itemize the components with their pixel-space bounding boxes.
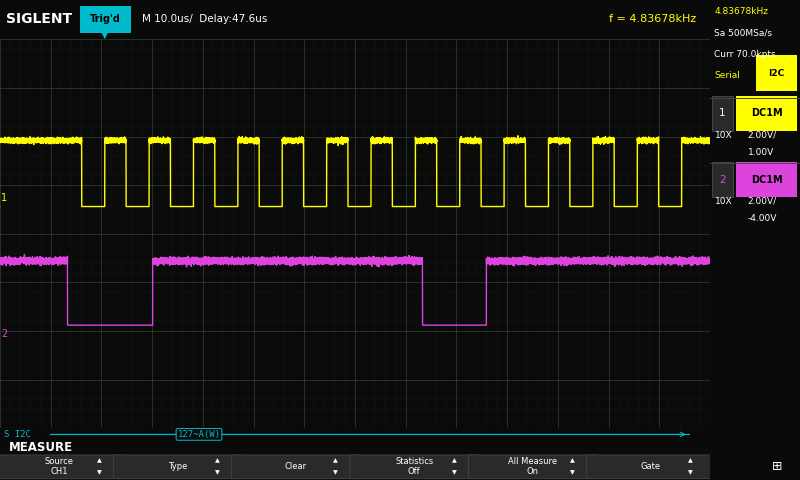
Text: Type: Type [168, 462, 187, 471]
FancyBboxPatch shape [712, 96, 734, 131]
Text: Sa 500MSa/s: Sa 500MSa/s [714, 29, 773, 38]
Text: 10X: 10X [714, 197, 732, 206]
Text: 1.00V: 1.00V [748, 148, 774, 157]
Text: Statistics
Off: Statistics Off [395, 457, 434, 477]
Text: All Measure
On: All Measure On [508, 457, 557, 477]
Text: Source
CH1: Source CH1 [45, 457, 74, 477]
FancyBboxPatch shape [586, 455, 715, 479]
Text: ▲: ▲ [334, 458, 338, 464]
Text: 1: 1 [719, 108, 726, 118]
FancyBboxPatch shape [114, 455, 242, 479]
Text: 2.00V/: 2.00V/ [748, 131, 777, 140]
Text: Serial: Serial [714, 71, 740, 80]
Text: ▲: ▲ [97, 458, 102, 464]
FancyBboxPatch shape [79, 6, 130, 34]
Text: I2C: I2C [769, 69, 785, 78]
Text: M 10.0us/  Delay:47.6us: M 10.0us/ Delay:47.6us [142, 14, 267, 24]
FancyBboxPatch shape [468, 455, 597, 479]
Text: ▼: ▼ [570, 470, 575, 475]
Text: ▲: ▲ [688, 458, 693, 464]
FancyBboxPatch shape [756, 55, 798, 91]
Text: DC1M: DC1M [751, 108, 782, 118]
Text: ▼: ▼ [97, 470, 102, 475]
FancyBboxPatch shape [0, 455, 123, 479]
Text: ▼: ▼ [215, 470, 220, 475]
Text: ▲: ▲ [215, 458, 220, 464]
Text: Gate: Gate [641, 462, 661, 471]
Text: ▼: ▼ [452, 470, 457, 475]
FancyBboxPatch shape [232, 455, 360, 479]
FancyBboxPatch shape [712, 162, 734, 197]
Text: DC1M: DC1M [751, 175, 782, 184]
Text: MEASURE: MEASURE [9, 441, 73, 454]
Text: ▼: ▼ [334, 470, 338, 475]
Text: f = 4.83678kHz: f = 4.83678kHz [609, 14, 696, 24]
FancyBboxPatch shape [736, 162, 798, 197]
Text: 4.83678kHz: 4.83678kHz [714, 7, 769, 16]
Text: S I2C: S I2C [3, 430, 30, 439]
Text: 2: 2 [2, 329, 8, 339]
Text: Clear: Clear [285, 462, 307, 471]
FancyBboxPatch shape [736, 96, 798, 131]
Text: 2.00V/: 2.00V/ [748, 197, 777, 206]
Text: Trig'd: Trig'd [90, 14, 121, 24]
Text: ▲: ▲ [570, 458, 575, 464]
Text: 127~A(W): 127~A(W) [178, 430, 221, 439]
Text: ⊞: ⊞ [772, 460, 782, 473]
Text: 1: 1 [2, 192, 7, 203]
Text: 2: 2 [719, 175, 726, 184]
FancyBboxPatch shape [350, 455, 478, 479]
Text: ▲: ▲ [452, 458, 457, 464]
Text: 10X: 10X [714, 131, 732, 140]
Text: ▼: ▼ [102, 29, 109, 39]
Text: SIGLENT: SIGLENT [6, 12, 72, 26]
Text: Curr 70.0kpts: Curr 70.0kpts [714, 50, 776, 59]
Text: ▼: ▼ [688, 470, 693, 475]
Text: -4.00V: -4.00V [748, 214, 777, 223]
